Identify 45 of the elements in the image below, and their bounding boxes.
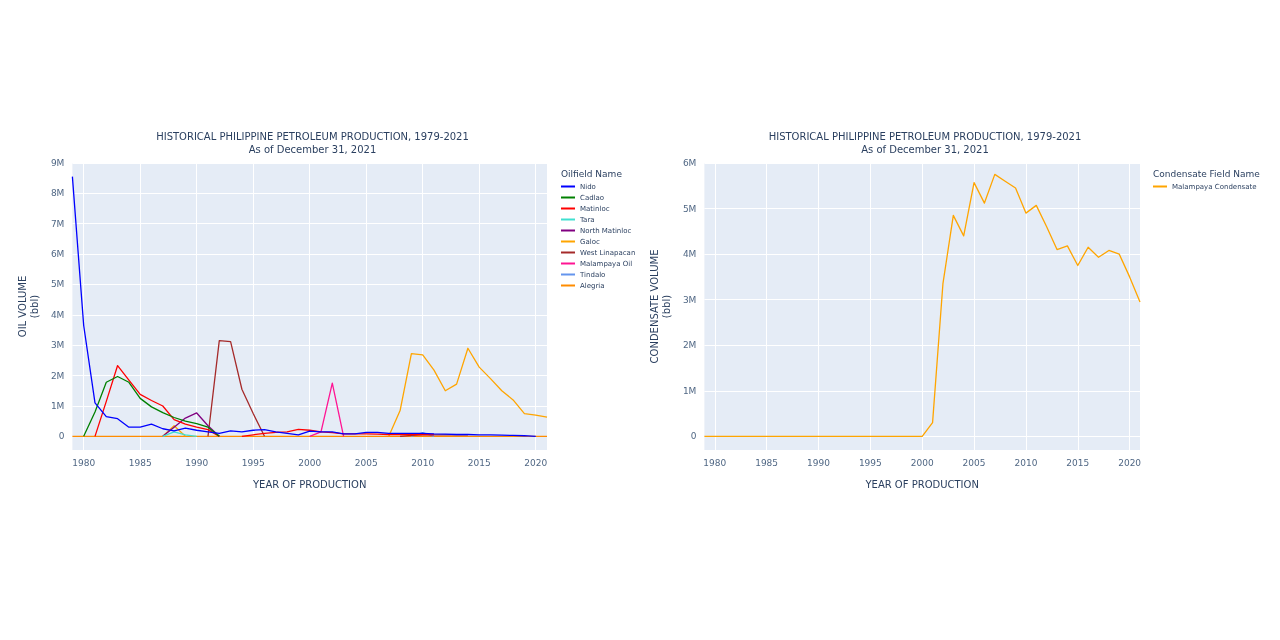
x-axis-title: YEAR OF PRODUCTION — [864, 478, 979, 490]
y-tick-label: 3M — [50, 340, 65, 351]
y-tick-label: 4M — [682, 249, 697, 260]
legend-title: Condensate Field Name — [1153, 168, 1261, 179]
legend-title: Oilfield Name — [561, 168, 623, 179]
y-tick-label: 5M — [682, 203, 697, 214]
x-tick-label: 1985 — [755, 457, 779, 468]
y-tick-label: 1M — [50, 400, 65, 411]
x-tick-label: 1980 — [72, 457, 96, 468]
x-tick-label: 2005 — [962, 457, 986, 468]
y-tick-label: 6M — [682, 158, 697, 168]
y-tick-label: 9M — [50, 158, 65, 168]
y-tick-label: 3M — [682, 294, 697, 305]
chart-subtitle: As of December 31, 2021 — [248, 143, 377, 155]
x-tick-label: 2020 — [524, 457, 548, 468]
x-axis-title: YEAR OF PRODUCTION — [251, 478, 367, 490]
y-tick-label: 8M — [50, 188, 65, 199]
chart-title: HISTORICAL PHILIPPINE PETROLEUM PRODUCTION, 1979-2021 — [156, 130, 469, 142]
x-tick-label: 2015 — [467, 457, 491, 468]
x-tick-label: 1985 — [128, 457, 152, 468]
x-tick-label: 1995 — [858, 457, 882, 468]
x-tick-label: 1995 — [241, 457, 265, 468]
x-tick-label: 2010 — [1014, 457, 1038, 468]
y-tick-label: 0 — [58, 431, 65, 442]
y-tick-label: 1M — [682, 385, 697, 396]
x-tick-label: 2020 — [1118, 457, 1142, 468]
y-tick-label: 7M — [50, 218, 65, 229]
y-tick-label: 4M — [50, 309, 65, 320]
chart-subtitle: As of December 31, 2021 — [861, 143, 989, 155]
x-tick-label: 2000 — [298, 457, 322, 468]
chart-title: HISTORICAL PHILIPPINE PETROLEUM PRODUCTION, 1979-2021 — [768, 130, 1082, 142]
y-tick-label: 0 — [690, 431, 697, 442]
x-tick-label: 1990 — [807, 457, 831, 468]
y-tick-label: 5M — [50, 279, 65, 290]
y-tick-label: 6M — [50, 249, 65, 260]
x-tick-label: 1980 — [703, 457, 727, 468]
y-tick-label: 2M — [682, 340, 697, 351]
x-tick-label: 1990 — [185, 457, 209, 468]
x-tick-label: 2005 — [354, 457, 378, 468]
x-tick-label: 2015 — [1066, 457, 1090, 468]
x-tick-label: 2010 — [411, 457, 435, 468]
y-axis-title: CONDENSATE VOLUME (bbl) — [648, 249, 672, 364]
y-axis-title: OIL VOLUME (bbl) — [16, 275, 40, 338]
x-tick-label: 2000 — [910, 457, 934, 468]
y-tick-label: 2M — [50, 370, 65, 381]
